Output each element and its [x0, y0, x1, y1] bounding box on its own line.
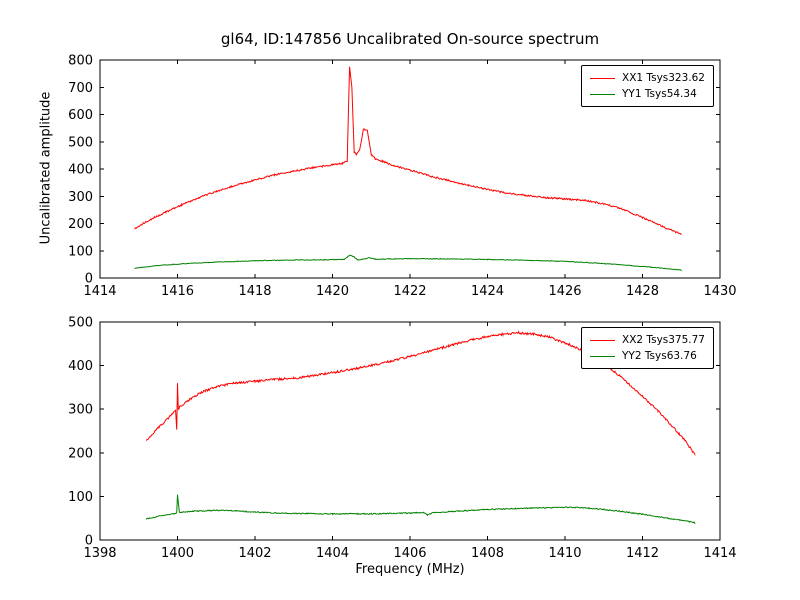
y-tick-label: 600 — [68, 108, 93, 123]
x-tick-label: 1412 — [626, 546, 659, 561]
x-tick-label: 1406 — [393, 546, 426, 561]
y-tick-label: 200 — [68, 217, 93, 232]
x-axis-label: Frequency (MHz) — [355, 562, 465, 577]
y-tick-label: 0 — [85, 534, 93, 549]
chart-title: gl64, ID:147856 Uncalibrated On-source s… — [220, 30, 600, 48]
series-line-xx1 — [134, 66, 682, 235]
x-tick-label: 1424 — [471, 284, 504, 299]
x-tick-label: 1426 — [548, 284, 581, 299]
x-tick-label: 1418 — [238, 284, 271, 299]
x-tick-label: 1408 — [471, 546, 504, 561]
legend-line-sample — [590, 339, 616, 341]
y-tick-label: 300 — [68, 403, 93, 418]
legend-line-sample — [590, 355, 616, 357]
legend-line-sample — [590, 93, 616, 95]
y-axis-label: Uncalibrated amplitude — [38, 91, 54, 245]
legend-label: YY1 Tsys54.34 — [622, 88, 697, 100]
series-line-yy2 — [146, 494, 696, 525]
x-tick-label: 1422 — [393, 284, 426, 299]
y-tick-label: 500 — [68, 316, 93, 331]
x-tick-label: 1402 — [238, 546, 271, 561]
x-tick-label: 1398 — [83, 546, 116, 561]
y-tick-label: 0 — [85, 272, 93, 287]
legend: XX1 Tsys323.62 YY1 Tsys54.34 — [581, 65, 714, 107]
x-tick-label: 1400 — [161, 546, 194, 561]
x-tick-label: 1416 — [161, 284, 194, 299]
x-tick-label: 1430 — [703, 284, 736, 299]
x-tick-label: 1414 — [83, 284, 116, 299]
legend-line-sample — [590, 77, 616, 79]
y-tick-label: 500 — [68, 135, 93, 150]
series-line-yy1 — [134, 254, 682, 272]
y-tick-label: 100 — [68, 244, 93, 259]
x-tick-label: 1414 — [703, 546, 736, 561]
x-tick-label: 1420 — [316, 284, 349, 299]
legend-label: YY2 Tsys63.76 — [622, 350, 697, 362]
y-tick-label: 200 — [68, 446, 93, 461]
y-tick-label: 700 — [68, 81, 93, 96]
y-tick-label: 400 — [68, 163, 93, 178]
x-tick-label: 1404 — [316, 546, 349, 561]
legend-entry: XX2 Tsys375.77 — [590, 332, 705, 348]
y-tick-label: 100 — [68, 490, 93, 505]
legend: XX2 Tsys375.77 YY2 Tsys63.76 — [581, 327, 714, 369]
legend-entry: YY2 Tsys63.76 — [590, 348, 705, 364]
legend-label: XX1 Tsys323.62 — [622, 72, 705, 84]
y-tick-label: 800 — [68, 54, 93, 69]
y-tick-label: 300 — [68, 190, 93, 205]
x-tick-label: 1410 — [548, 546, 581, 561]
legend-entry: YY1 Tsys54.34 — [590, 86, 705, 102]
legend-label: XX2 Tsys375.77 — [622, 334, 705, 346]
y-tick-label: 400 — [68, 359, 93, 374]
legend-entry: XX1 Tsys323.62 — [590, 70, 705, 86]
x-tick-label: 1428 — [626, 284, 659, 299]
